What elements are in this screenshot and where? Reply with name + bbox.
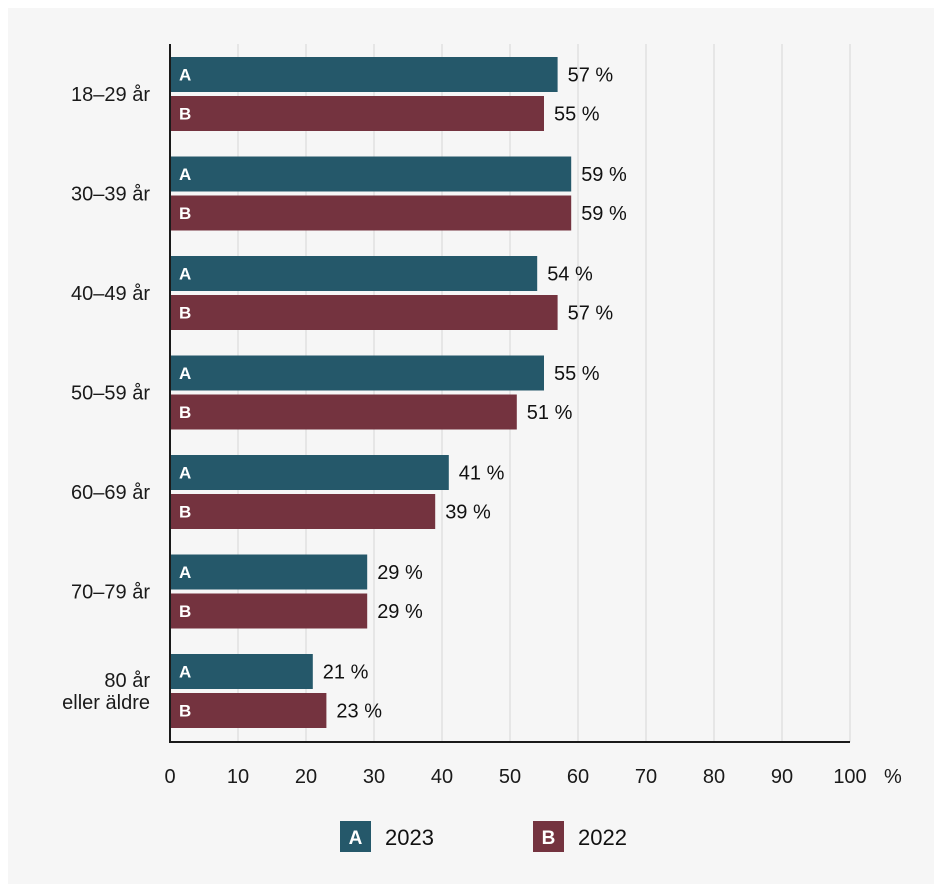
- data-label: 57 %: [568, 65, 614, 87]
- data-label: 21 %: [323, 662, 369, 684]
- x-tick-label: 90: [771, 766, 793, 788]
- data-label: 51 %: [527, 402, 573, 424]
- legend-letter: A: [349, 828, 363, 849]
- data-label: 54 %: [547, 264, 593, 286]
- bar: [170, 256, 538, 291]
- legend-label: 2023: [385, 825, 434, 850]
- bar-series-letter: B: [179, 702, 191, 721]
- data-label: 41 %: [459, 463, 505, 485]
- category-label: 50–59 år: [71, 383, 150, 405]
- bar: [170, 494, 436, 529]
- bar: [170, 355, 544, 391]
- legend-label: 2022: [578, 825, 627, 850]
- x-tick-label: 50: [499, 766, 521, 788]
- legend-swatch: [340, 821, 371, 852]
- category-label: 40–49 år: [71, 283, 150, 305]
- category-label: 30–39 år: [71, 184, 150, 206]
- bar: [170, 554, 368, 590]
- legend-letter: B: [542, 828, 556, 849]
- bar-series-letter: A: [179, 265, 191, 284]
- bar-series-letter: B: [179, 204, 191, 223]
- bar: [170, 96, 544, 131]
- bar-series-letter: A: [179, 66, 191, 85]
- bar: [170, 394, 517, 430]
- bar: [170, 593, 368, 629]
- data-label: 55 %: [554, 104, 600, 126]
- x-tick-label: 0: [164, 766, 175, 788]
- bar: [170, 693, 327, 728]
- x-axis-unit: %: [884, 766, 902, 788]
- category-label: 70–79 år: [71, 582, 150, 604]
- data-label: 23 %: [336, 701, 382, 723]
- category-label: 60–69 år: [71, 482, 150, 504]
- data-label: 59 %: [581, 164, 627, 186]
- bar-series-letter: A: [179, 165, 191, 184]
- x-tick-label: 80: [703, 766, 725, 788]
- bar-series-letter: B: [179, 304, 191, 323]
- data-label: 59 %: [581, 203, 627, 225]
- x-tick-label: 10: [227, 766, 249, 788]
- x-tick-label: 70: [635, 766, 657, 788]
- x-tick-label: 100: [833, 766, 866, 788]
- data-label: 57 %: [568, 303, 614, 325]
- x-tick-label: 60: [567, 766, 589, 788]
- bar: [170, 156, 572, 192]
- category-label: eller äldre: [62, 692, 150, 714]
- legend-swatch: [533, 821, 564, 852]
- x-tick-label: 30: [363, 766, 385, 788]
- bar: [170, 654, 313, 689]
- chart-panel: [8, 8, 934, 884]
- bar-series-letter: A: [179, 364, 191, 383]
- bar-series-letter: A: [179, 464, 191, 483]
- x-tick-label: 20: [295, 766, 317, 788]
- data-label: 55 %: [554, 363, 600, 385]
- bar: [170, 455, 449, 490]
- bar-series-letter: B: [179, 403, 191, 422]
- data-label: 39 %: [445, 502, 491, 524]
- bar-series-letter: B: [179, 105, 191, 124]
- bar: [170, 195, 572, 231]
- category-label: 18–29 år: [71, 84, 150, 106]
- bar-series-letter: B: [179, 503, 191, 522]
- data-label: 29 %: [377, 562, 423, 584]
- bar-series-letter: B: [179, 602, 191, 621]
- bar: [170, 57, 558, 92]
- bar: [170, 295, 558, 330]
- bar-series-letter: A: [179, 563, 191, 582]
- bar-series-letter: A: [179, 663, 191, 682]
- x-tick-label: 40: [431, 766, 453, 788]
- category-label: 80 år: [104, 670, 150, 692]
- data-label: 29 %: [377, 601, 423, 623]
